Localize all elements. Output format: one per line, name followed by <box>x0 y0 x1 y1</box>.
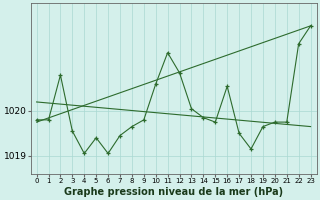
X-axis label: Graphe pression niveau de la mer (hPa): Graphe pression niveau de la mer (hPa) <box>64 187 283 197</box>
